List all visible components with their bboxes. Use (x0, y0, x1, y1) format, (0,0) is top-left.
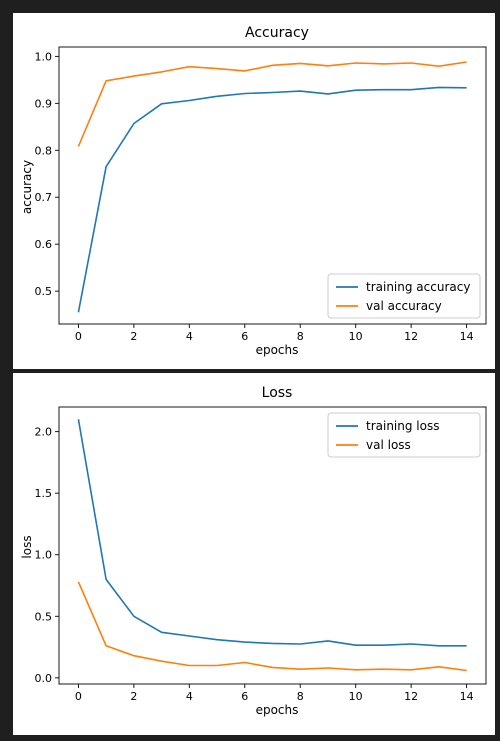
series-line-0 (77, 419, 467, 647)
x-axis-label: epochs (256, 343, 299, 357)
plot-frame (58, 46, 487, 325)
y-tick-label: 0.7 (35, 191, 53, 204)
x-tick-label: 4 (186, 330, 193, 343)
y-tick-label: 0.5 (35, 285, 53, 298)
y-axis-label: loss (20, 535, 34, 558)
x-tick-label: 14 (460, 690, 474, 703)
legend: training loss val loss (327, 412, 481, 458)
plot-area: 0 2 4 6 8 10 12 14 0.5 0.6 0.7 0.8 0.9 1.0 training ac… (35, 46, 487, 343)
x-tick-label: 10 (349, 330, 363, 343)
x-tick-label: 0 (75, 330, 82, 343)
x-tick-label: 6 (241, 330, 248, 343)
series-line-0 (77, 86, 467, 313)
x-tick-label: 6 (241, 690, 248, 703)
loss-chart: Loss epochs loss 0 2 4 6 8 10 12 14 0.0 0.5 1.0 1.5… (20, 385, 487, 717)
x-tick-label: 2 (130, 690, 137, 703)
plot-frame (58, 406, 487, 685)
loss-chart-panel: Loss epochs loss 0 2 4 6 8 10 12 14 0.0 0.5 1.0 1.5… (13, 373, 495, 735)
x-tick-label: 2 (130, 330, 137, 343)
plot-area: 0 2 4 6 8 10 12 14 0.0 0.5 1.0 1.5 2.0 training loss v… (35, 406, 487, 703)
y-tick-label: 1.0 (35, 549, 53, 562)
accuracy-chart-panel: Accuracy epochs accuracy 0 2 4 6 8 10 12 14 0.5 0… (13, 13, 495, 369)
x-tick-label: 8 (297, 330, 304, 343)
y-axis-label: accuracy (20, 160, 34, 214)
y-tick-label: 0.9 (35, 97, 53, 110)
legend-label-1: val accuracy (366, 299, 442, 313)
chart-title: Loss (262, 385, 293, 401)
y-tick-label: 0.5 (35, 610, 53, 623)
y-tick-label: 1.0 (35, 50, 53, 63)
x-tick-label: 8 (297, 690, 304, 703)
x-tick-label: 12 (404, 330, 418, 343)
x-axis-label: epochs (256, 703, 299, 717)
accuracy-chart: Accuracy epochs accuracy 0 2 4 6 8 10 12 140.50… (20, 25, 487, 357)
legend-label-0: training loss (366, 419, 439, 433)
x-tick-label: 0 (75, 690, 82, 703)
legend: training accuracy val accuracy (327, 273, 481, 319)
legend-box (327, 412, 481, 458)
chart-title: Accuracy (245, 25, 309, 41)
x-tick-label: 4 (186, 690, 193, 703)
series-line-1 (77, 581, 467, 672)
y-tick-label: 0.8 (35, 144, 53, 157)
legend-label-1: val loss (366, 438, 411, 452)
x-tick-label: 10 (349, 690, 363, 703)
x-tick-label: 14 (460, 330, 474, 343)
legend-label-0: training accuracy (366, 280, 470, 294)
legend-box (327, 273, 481, 319)
x-tick-label: 12 (404, 690, 418, 703)
y-tick-label: 0.0 (35, 672, 53, 685)
series-line-1 (77, 61, 467, 147)
y-tick-label: 2.0 (35, 426, 53, 439)
y-tick-label: 0.6 (35, 238, 53, 251)
y-tick-label: 1.5 (35, 487, 53, 500)
